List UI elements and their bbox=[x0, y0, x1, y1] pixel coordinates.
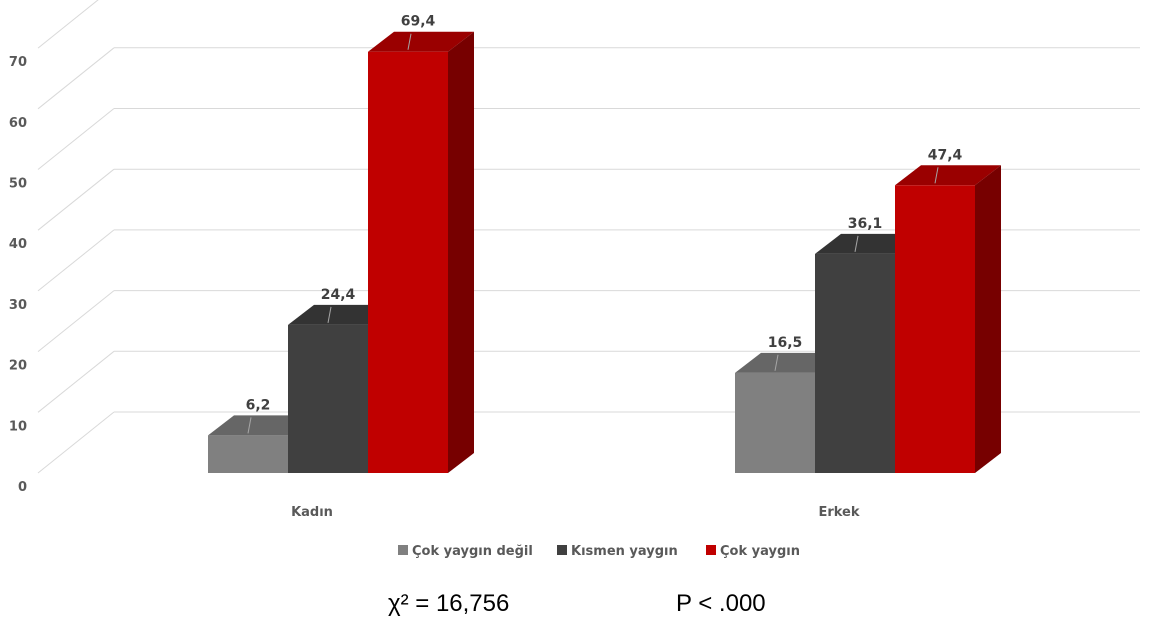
gridline-diagonal bbox=[37, 350, 115, 413]
label-leader bbox=[854, 235, 859, 252]
p-value-text: P < .000 bbox=[676, 590, 766, 617]
data-label: 6,2 bbox=[246, 397, 271, 413]
y-tick-label: 50 bbox=[9, 177, 27, 192]
legend-swatch bbox=[557, 545, 567, 555]
gridline-diagonal bbox=[37, 290, 115, 352]
data-label: 16,5 bbox=[768, 335, 803, 351]
label-leader bbox=[774, 354, 779, 371]
gridline-diagonal bbox=[37, 0, 99, 49]
y-tick-label: 10 bbox=[9, 419, 27, 434]
gridline-diagonal bbox=[37, 229, 115, 292]
gridline-diagonal bbox=[37, 411, 115, 474]
legend-swatch bbox=[398, 545, 408, 555]
legend-label: Çok yaygın değil bbox=[412, 544, 533, 559]
data-label: 47,4 bbox=[928, 147, 963, 163]
y-tick-label: 40 bbox=[9, 237, 27, 252]
bars bbox=[208, 31, 1001, 474]
data-label: 69,4 bbox=[401, 14, 436, 30]
y-tick-label: 20 bbox=[9, 359, 27, 374]
data-label: 24,4 bbox=[321, 287, 356, 303]
legend-label: Kısmen yaygın bbox=[571, 544, 678, 559]
category-label: Erkek bbox=[818, 505, 859, 520]
gridline-diagonal bbox=[37, 168, 115, 231]
y-tick-label: 0 bbox=[18, 480, 27, 495]
bar bbox=[368, 31, 474, 473]
data-labels: 6,2 24,4 69,4 16,5 36,1 47,4 bbox=[246, 14, 963, 434]
legend: Çok yaygın değil Kısmen yaygın Çok yaygın bbox=[398, 544, 800, 559]
legend-swatch bbox=[706, 545, 716, 555]
y-tick-label: 30 bbox=[9, 298, 27, 313]
bar bbox=[895, 165, 1001, 474]
label-leader bbox=[327, 306, 332, 323]
legend-label: Çok yaygın bbox=[720, 544, 800, 559]
legend-item: Kısmen yaygın bbox=[557, 544, 678, 559]
label-leader bbox=[247, 417, 252, 434]
y-tick-label: 60 bbox=[9, 116, 27, 131]
gridline-diagonal bbox=[37, 47, 115, 110]
y-tick-label: 70 bbox=[9, 55, 27, 70]
y-axis-ticks: 0 10 20 30 40 50 60 70 bbox=[9, 55, 27, 495]
label-leader bbox=[934, 167, 939, 184]
label-leader bbox=[407, 33, 412, 50]
category-labels: Kadın Erkek bbox=[291, 505, 860, 520]
gridline-diagonal bbox=[37, 108, 115, 170]
category-label: Kadın bbox=[291, 505, 333, 520]
chi-square-text: χ² = 16,756 bbox=[388, 590, 510, 617]
data-label: 36,1 bbox=[848, 216, 883, 232]
legend-item: Çok yaygın değil bbox=[398, 544, 533, 559]
legend-item: Çok yaygın bbox=[706, 544, 800, 559]
